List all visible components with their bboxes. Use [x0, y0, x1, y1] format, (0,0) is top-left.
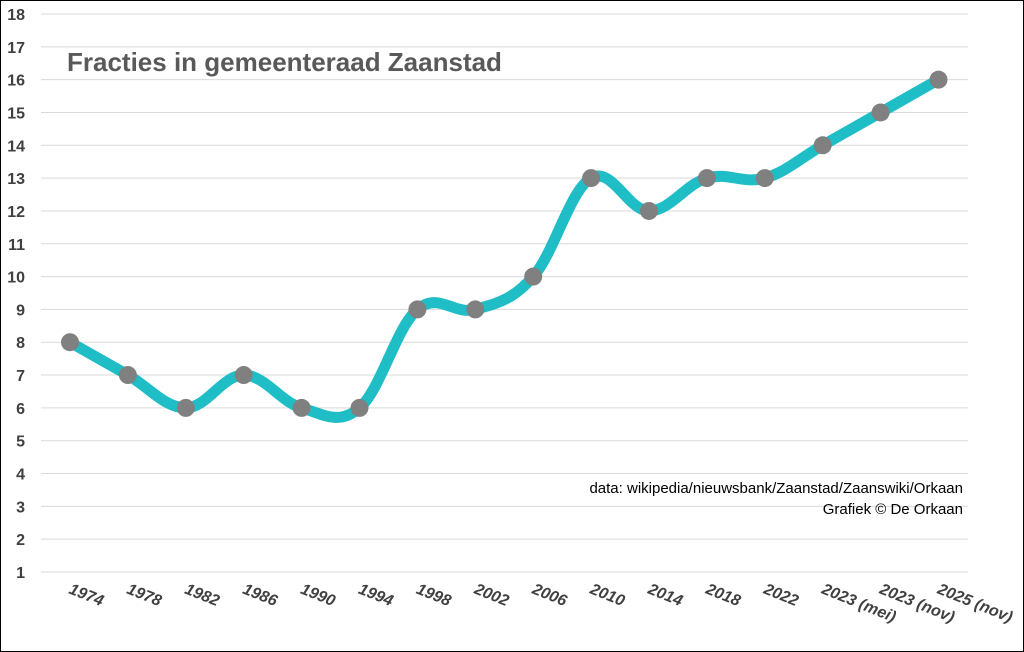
data-point-1974	[61, 333, 79, 352]
data-point-2022	[755, 169, 774, 188]
x-tick-label-8: 2006	[529, 581, 569, 611]
y-tick-label-17: 17	[7, 40, 25, 57]
y-tick-label-8: 8	[16, 335, 25, 352]
y-tick-label-6: 6	[16, 401, 25, 418]
data-point-2014	[640, 201, 658, 220]
chart-title: Fracties in gemeenteraad Zaanstad	[67, 47, 502, 77]
data-point-1978	[118, 366, 137, 385]
x-tick-label-2: 1982	[182, 581, 221, 610]
y-tick-label-7: 7	[16, 368, 25, 385]
credit-annotation: Grafiek © De Orkaan	[823, 501, 963, 518]
x-tick-label-9: 2010	[587, 581, 627, 611]
data-point-2006	[524, 267, 543, 286]
y-tick-label-11: 11	[8, 237, 25, 254]
x-tick-label-0: 1974	[67, 581, 106, 610]
x-tick-label-4: 1990	[298, 581, 337, 610]
x-tick-label-5: 1994	[356, 581, 395, 610]
x-tick-label-7: 2002	[471, 581, 511, 611]
data-point-2002	[466, 300, 485, 319]
data-point-2010	[582, 169, 601, 188]
x-tick-label-1: 1978	[124, 581, 163, 610]
data-point-2018	[697, 169, 716, 188]
data-point-1994	[350, 398, 369, 417]
data-points	[61, 70, 948, 417]
y-tick-label-5: 5	[16, 434, 25, 451]
y-tick-label-4: 4	[16, 467, 25, 484]
data-point-1986	[234, 366, 253, 385]
y-tick-label-2: 2	[16, 532, 25, 549]
x-tick-label-10: 2014	[645, 581, 685, 611]
y-tick-label-10: 10	[7, 270, 25, 287]
y-tick-label-15: 15	[7, 105, 25, 122]
data-point-1982	[176, 398, 195, 417]
x-axis-ticks: 1974 1978 1982 1986 1990 1994 1998 2002 2006 2010…	[67, 581, 1015, 627]
y-tick-label-18: 18	[7, 7, 25, 24]
y-tick-label-16: 16	[7, 73, 25, 90]
y-tick-label-9: 9	[16, 302, 25, 319]
y-tick-label-12: 12	[7, 204, 25, 221]
y-tick-label-1: 1	[16, 565, 25, 582]
x-tick-label-11: 2018	[702, 581, 742, 611]
data-point-2023-nov-	[871, 103, 890, 122]
x-tick-label-12: 2022	[760, 581, 800, 611]
y-tick-label-14: 14	[7, 138, 25, 155]
data-point-1990	[292, 398, 311, 417]
data-point-2023-mei-	[813, 136, 832, 155]
y-tick-label-13: 13	[7, 171, 25, 188]
x-tick-label-6: 1998	[414, 581, 453, 610]
data-point-1998	[408, 300, 427, 319]
source-annotation: data: wikipedia/nieuwsbank/Zaanstad/Zaan…	[589, 480, 963, 497]
data-point-2025-nov-	[929, 70, 948, 89]
y-tick-label-3: 3	[16, 499, 25, 516]
series-line	[64, 74, 944, 423]
x-tick-label-3: 1986	[240, 581, 279, 610]
